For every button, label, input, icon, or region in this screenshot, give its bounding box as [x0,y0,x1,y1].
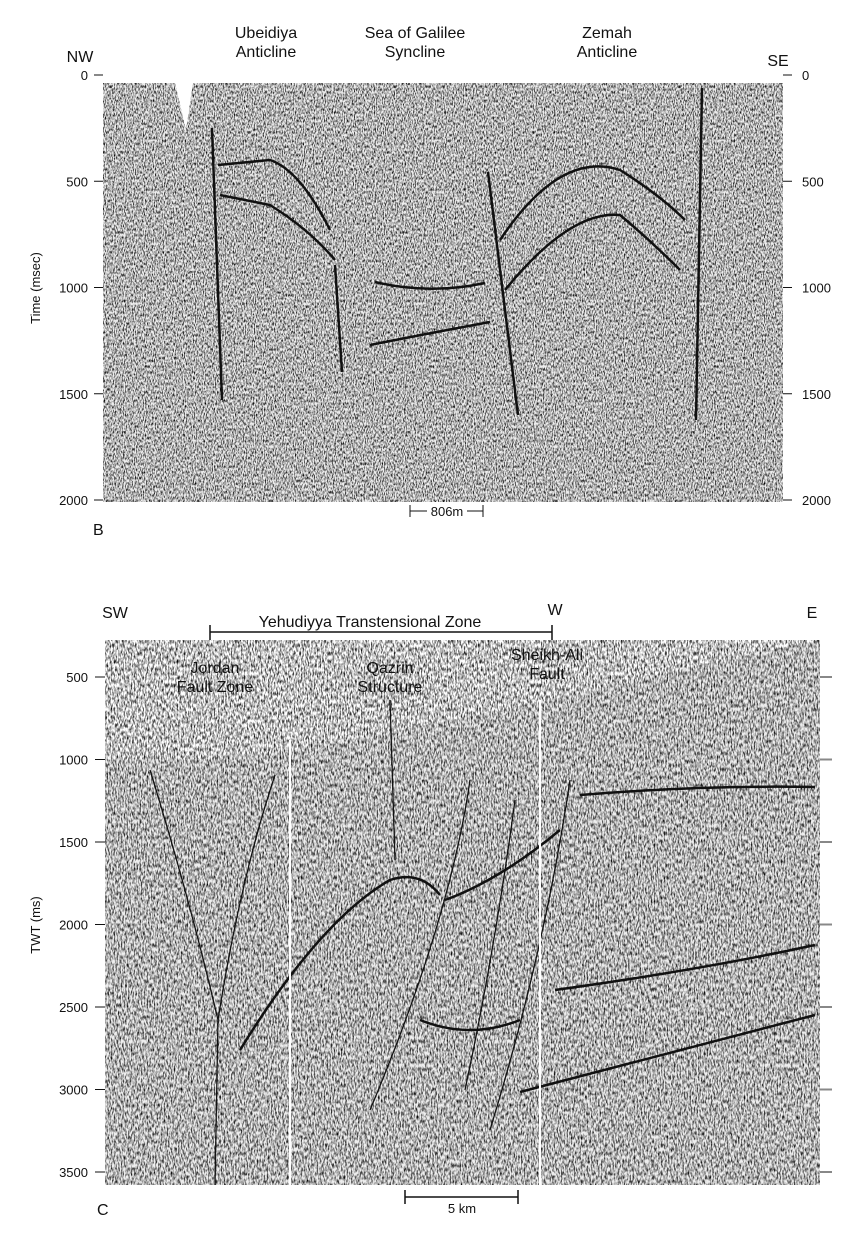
scale-label: 806m [431,504,464,519]
y-tick-label: 2500 [59,1000,88,1015]
corner-label: SE [767,53,788,70]
panel-label: C [97,1202,109,1219]
zone-label: Yehudiyya Transtensional Zone [259,614,482,631]
y-tick-label: 1500 [802,387,831,402]
y-tick-label: 2000 [59,493,88,508]
scale-bar: 806m [409,503,484,519]
y-tick-label: 0 [81,68,88,83]
corner-label: E [807,605,818,622]
scale-bar: 5 km [404,1190,519,1216]
corner-label: SW [102,605,129,622]
annotation: Jordan Fault Zone [177,660,254,696]
y-axis-title: TWT (ms) [28,896,43,954]
y-tick-label: 2000 [59,918,88,933]
y-tick-label: 1500 [59,835,88,850]
annotation: Qazrin Structure [358,660,423,696]
corner-label: NW [67,49,95,66]
panel-label: B [93,522,104,539]
y-tick-label: 3000 [59,1083,88,1098]
annotation: Ubeidiya Anticline [235,25,297,61]
y-tick-label: 1000 [59,753,88,768]
section-c [105,640,820,1186]
y-tick-label: 2000 [802,493,831,508]
zone-end-label: W [547,602,563,619]
y-axis-title: Time (msec) [28,252,43,324]
section-b [103,83,783,502]
annotation: Sheikh-Ali Fault [511,647,583,683]
scale-label: 5 km [448,1201,476,1216]
y-tick-label: 1000 [802,281,831,296]
annotation: Sea of Galilee Syncline [365,25,466,61]
y-tick-label: 0 [802,68,809,83]
zone-bracket: Yehudiyya Transtensional Zone [209,614,553,640]
y-tick-label: 3500 [59,1165,88,1180]
y-tick-label: 500 [66,174,88,189]
annotation: Zemah Anticline [577,25,638,61]
y-tick-label: 500 [802,174,824,189]
y-tick-label: 1500 [59,387,88,402]
y-tick-label: 1000 [59,281,88,296]
y-tick-label: 500 [66,670,88,685]
